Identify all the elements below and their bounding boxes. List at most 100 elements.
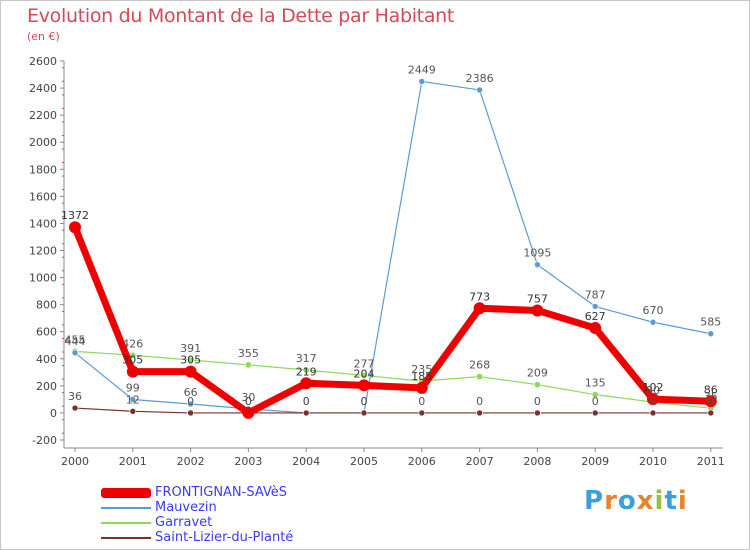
series-point-3 — [129, 408, 137, 415]
data-label-0: 305 — [122, 354, 143, 367]
data-label-2: 391 — [180, 342, 201, 355]
y-tick-label: 0 — [50, 407, 57, 420]
data-label-1: 99 — [126, 382, 140, 395]
data-label-3: 0 — [418, 395, 425, 408]
data-label-2: 35 — [704, 390, 718, 403]
series-point-2 — [244, 361, 252, 369]
data-label-0: 102 — [643, 381, 664, 394]
y-tick-label: 2200 — [29, 109, 57, 122]
series-line-0 — [71, 223, 715, 417]
y-tick-label: 800 — [36, 299, 57, 312]
data-label-1: 0 — [303, 395, 310, 408]
series-point-3 — [591, 409, 599, 417]
y-tick-label: 200 — [36, 380, 57, 393]
data-label-0: 204 — [354, 367, 375, 380]
y-tick-label: 1200 — [29, 245, 57, 258]
data-label-1: 66 — [184, 386, 198, 399]
data-label-2: 235 — [411, 363, 432, 376]
data-label-2: 355 — [238, 347, 259, 360]
data-label-2: 209 — [527, 367, 548, 380]
legend-swatch-garravet — [101, 522, 151, 524]
x-tick-label: 2003 — [234, 455, 262, 468]
data-label-3: 0 — [707, 395, 714, 408]
series-point-3 — [418, 409, 426, 417]
y-tick-label: 1400 — [29, 217, 57, 230]
data-label-2: 135 — [585, 377, 606, 390]
y-tick-label: 1600 — [29, 190, 57, 203]
data-label-3: 0 — [476, 395, 483, 408]
data-label-0: 0 — [245, 395, 252, 408]
series-layer — [69, 78, 717, 419]
data-label-3: 0 — [592, 395, 599, 408]
series-point-0 — [415, 381, 428, 394]
series-point-1 — [707, 330, 715, 338]
series-point-3 — [71, 404, 79, 412]
data-label-0: 1372 — [61, 209, 89, 222]
data-label-2: 268 — [469, 359, 490, 372]
x-tick-label: 2008 — [523, 455, 551, 468]
data-label-1: 30 — [241, 391, 255, 404]
x-tick-label: 2009 — [581, 455, 609, 468]
series-point-0 — [358, 379, 370, 392]
data-label-3: 0 — [303, 395, 310, 408]
series-point-1 — [71, 349, 79, 357]
data-label-3: 0 — [534, 395, 541, 408]
y-tick-label: 2600 — [29, 55, 57, 68]
y-tick-label: 1000 — [29, 272, 57, 285]
x-tick-label: 2010 — [639, 455, 667, 468]
series-point-2 — [533, 381, 541, 389]
legend-swatch-frontignan — [101, 488, 151, 498]
legend-label-garravet: Garravet — [155, 515, 213, 530]
x-tick-label: 2005 — [350, 455, 378, 468]
series-line-3 — [74, 407, 712, 414]
x-tick-label: 2007 — [466, 455, 494, 468]
series-line-2 — [74, 350, 712, 409]
data-label-2: 455 — [65, 333, 86, 346]
data-label-2: 426 — [122, 337, 143, 350]
data-label-1: 787 — [585, 288, 606, 301]
series-point-2 — [302, 366, 310, 374]
series-point-0 — [184, 365, 197, 378]
series-point-3 — [187, 409, 194, 417]
series-point-1 — [129, 396, 137, 403]
x-tick-label: 2002 — [177, 455, 205, 468]
series-point-0 — [589, 322, 602, 335]
y-tick-label: 1800 — [29, 163, 57, 176]
x-tick-label: 2011 — [697, 455, 725, 468]
series-point-0 — [531, 304, 544, 317]
data-label-1: 444 — [65, 335, 86, 348]
data-label-1: 585 — [700, 316, 721, 329]
series-point-0 — [647, 393, 659, 406]
series-point-3 — [302, 409, 310, 417]
series-point-1 — [591, 303, 599, 310]
series-point-0 — [242, 406, 255, 419]
series-point-1 — [187, 400, 194, 408]
data-label-3: 0 — [650, 395, 657, 408]
data-label-2: 80 — [646, 384, 660, 397]
y-tick-label: 2400 — [29, 82, 57, 95]
legend-label-saint-lizier: Saint-Lizier-du-Planté — [155, 530, 294, 545]
y-tick-label: 2000 — [29, 136, 57, 149]
axes: -200020040060080010001200140016001800200… — [29, 55, 725, 468]
chart-subtitle: (en €) — [27, 30, 60, 43]
series-point-0 — [126, 365, 139, 378]
legend-label-mauvezin: Mauvezin — [155, 500, 217, 515]
series-point-2 — [187, 356, 195, 364]
series-point-3 — [707, 409, 715, 417]
series-line-1 — [74, 80, 712, 414]
data-label-3: 0 — [245, 395, 252, 408]
data-label-1: 2386 — [466, 72, 494, 85]
y-tick-label: 400 — [36, 353, 57, 366]
series-point-3 — [476, 409, 483, 417]
data-label-0: 86 — [704, 383, 718, 396]
data-label-1: 2449 — [408, 63, 436, 76]
series-point-0 — [704, 395, 717, 408]
data-label-1: 1095 — [523, 247, 551, 260]
data-label-0: 305 — [180, 354, 201, 367]
series-point-3 — [649, 409, 657, 417]
x-tick-label: 2001 — [119, 455, 147, 468]
data-label-0: 219 — [296, 365, 317, 378]
data-label-1: 0 — [361, 395, 368, 408]
data-labels: 1372 305 305 0 219 204 185 773 757 627 102 86 444 99 6… — [61, 63, 721, 407]
